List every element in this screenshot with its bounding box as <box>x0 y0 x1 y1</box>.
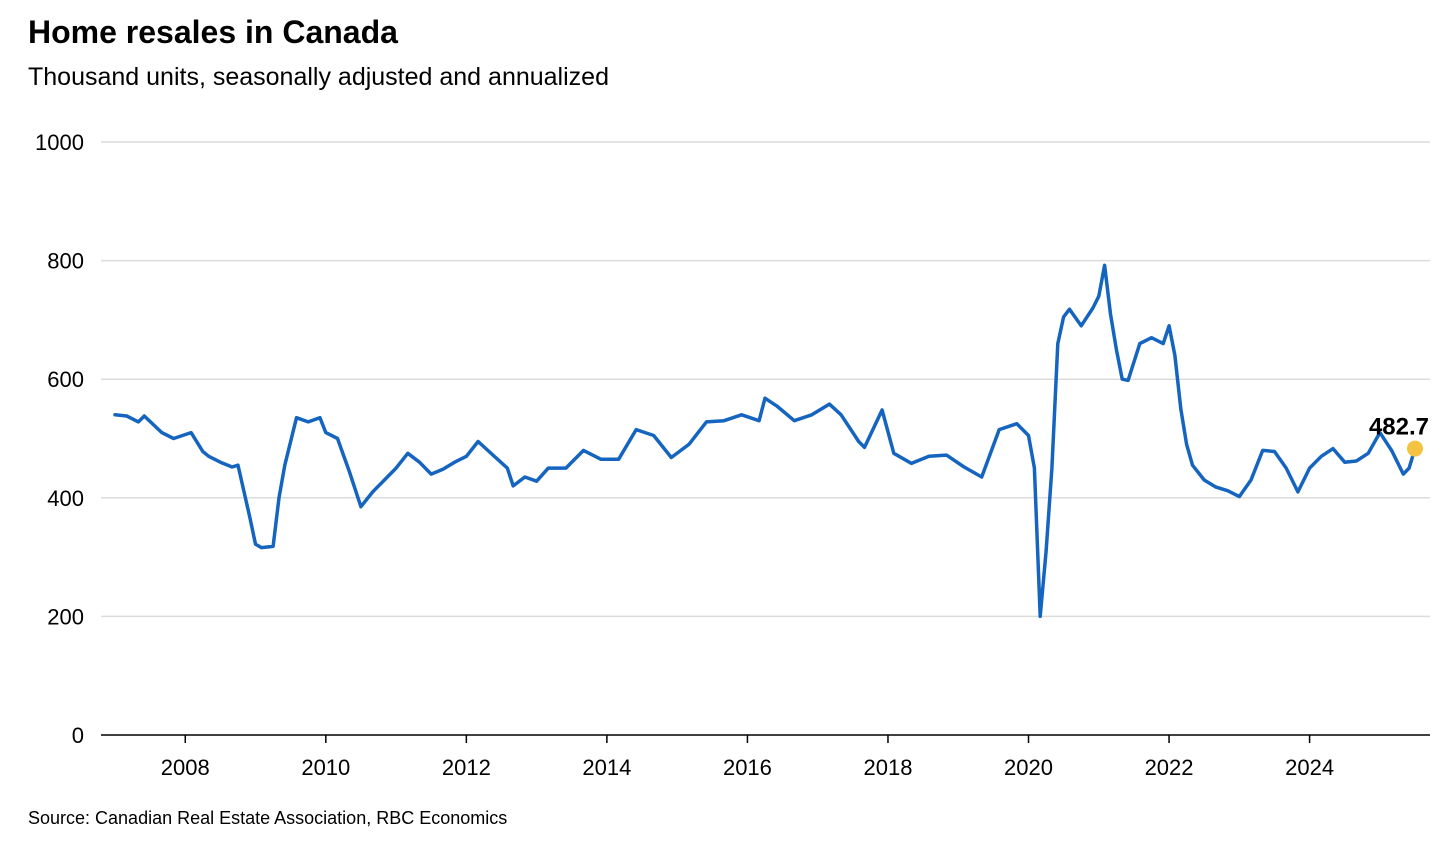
x-tick-label: 2014 <box>582 755 631 780</box>
x-tick-label: 2022 <box>1145 755 1194 780</box>
source-note: Source: Canadian Real Estate Association… <box>28 808 508 828</box>
x-tick-label: 2020 <box>1004 755 1053 780</box>
y-tick-label: 400 <box>47 486 84 511</box>
chart-title: Home resales in Canada <box>28 14 398 50</box>
latest-value-label: 482.7 <box>1369 414 1429 441</box>
y-tick-label: 600 <box>47 367 84 392</box>
y-tick-label: 200 <box>47 604 84 629</box>
x-tick-label: 2018 <box>863 755 912 780</box>
x-tick-label: 2012 <box>442 755 491 780</box>
series-line <box>113 263 1417 619</box>
y-tick-label: 0 <box>72 723 84 748</box>
y-tick-label: 1000 <box>35 130 84 155</box>
y-axis-tick-labels: 0 200 400 600 800 1000 <box>35 130 84 748</box>
y-gridlines <box>101 141 1430 618</box>
x-tick-label: 2016 <box>723 755 772 780</box>
x-tick-label: 2024 <box>1285 755 1334 780</box>
y-tick-label: 800 <box>47 249 84 274</box>
latest-value-marker <box>1407 440 1423 457</box>
chart-subtitle: Thousand units, seasonally adjusted and … <box>28 63 609 91</box>
x-axis-ticks: 2008 2010 2012 2014 2016 2018 2020 2022 2024 <box>161 735 1334 780</box>
x-tick-label: 2010 <box>301 755 350 780</box>
x-tick-label: 2008 <box>161 755 210 780</box>
